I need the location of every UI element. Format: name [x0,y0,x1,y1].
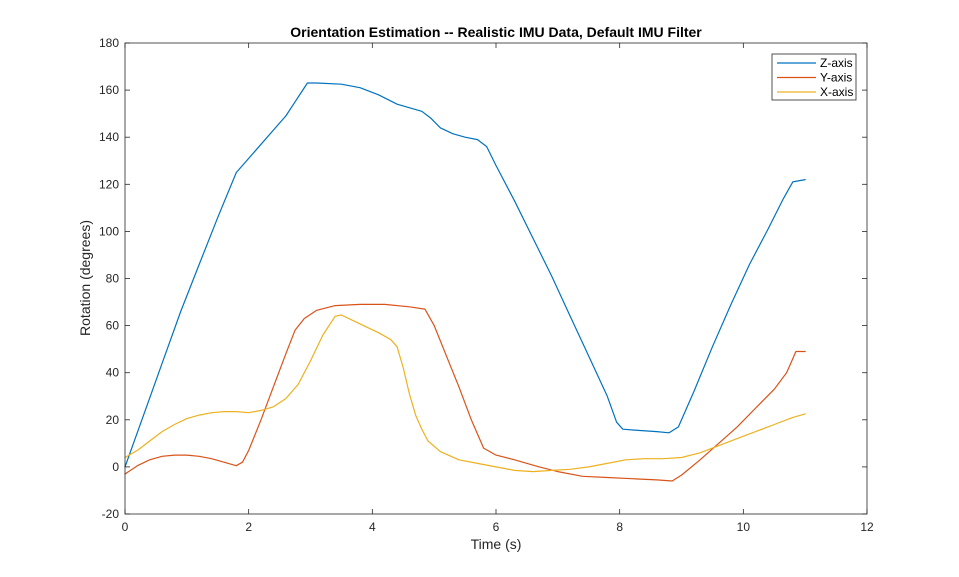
legend-label-x-axis: X-axis [820,85,853,99]
legend-label-y-axis: Y-axis [820,71,852,85]
x-tick-label: 6 [493,520,500,534]
y-tick-label: -20 [102,507,120,521]
x-tick-label: 2 [245,520,252,534]
y-tick-label: 40 [106,366,120,380]
y-tick-label: 100 [99,224,119,238]
y-axis-label: Rotation (degrees) [77,220,93,336]
y-tick-label: 60 [106,319,120,333]
y-tick-label: 120 [99,177,119,191]
y-tick-label: 160 [99,83,119,97]
y-tick-label: 140 [99,130,119,144]
series-line-z-axis [124,82,806,468]
y-tick-label: 0 [112,460,119,474]
y-tick-label: 80 [106,272,120,286]
x-tick-label: 10 [737,520,751,534]
x-tick-label: 8 [616,520,623,534]
y-tick-label: 180 [99,36,119,50]
series-line-y-axis [124,303,806,482]
y-axis: -20 0 20 40 60 80 100 120 140 160 180 [99,36,867,521]
chart-title: Orientation Estimation -- Realistic IMU … [290,24,702,40]
plot-background [125,43,867,514]
series-line-x-axis [124,314,806,473]
x-axis: 0 2 4 6 8 10 12 [122,43,874,534]
legend-label-z-axis: Z-axis [820,56,853,70]
series-layer [124,82,806,482]
x-tick-label: 12 [860,520,874,534]
x-tick-label: 0 [122,520,129,534]
x-tick-label: 4 [369,520,376,534]
x-axis-label: Time (s) [471,536,522,552]
y-tick-label: 20 [106,413,120,427]
